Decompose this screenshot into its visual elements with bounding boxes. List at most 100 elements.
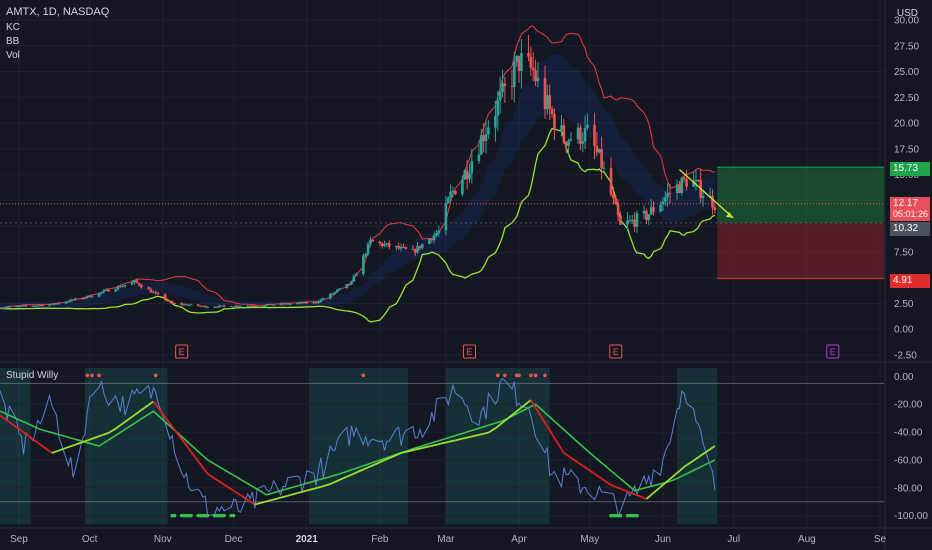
oscillator-slow-line: [0, 403, 716, 496]
oscillator-signal-segment: [400, 451, 404, 454]
candle-body: [1, 307, 4, 309]
indicator-label-kc[interactable]: KC: [6, 22, 20, 33]
oscillator-signal-segment: [247, 499, 251, 503]
candle-body: [85, 295, 89, 298]
oscillator-signal-segment: [152, 400, 157, 406]
candle-body: [694, 179, 698, 182]
oscillator-signal-segment: [204, 470, 209, 475]
candle-body: [69, 299, 73, 302]
oscillator-signal-segment: [237, 493, 242, 497]
price-tick-label: 2.50: [894, 299, 914, 310]
candle-body: [31, 305, 35, 307]
candle-body: [336, 289, 339, 292]
price-tick-label: 22.50: [894, 93, 919, 104]
earnings-marker: [175, 344, 189, 359]
oscillator-signal-segment: [431, 444, 435, 447]
oscillator-signal-segment: [403, 450, 406, 454]
price-tick-label: 25.00: [894, 67, 919, 78]
candle-body: [616, 204, 620, 216]
oscillator-signal-segment: [72, 443, 76, 447]
candle-body: [246, 305, 250, 307]
oscillator-signal-segment: [636, 494, 645, 499]
candle-body: [421, 244, 424, 249]
candle-body: [71, 299, 75, 301]
oscillator-signal-segment: [20, 430, 25, 434]
candle-body: [166, 299, 169, 301]
candle-body: [477, 154, 481, 162]
candle-body: [182, 304, 186, 306]
oscillator-signal-segment: [388, 454, 397, 459]
candle-body: [402, 246, 405, 248]
candle-body: [328, 293, 332, 299]
trend-arrow-head: [726, 211, 734, 218]
oscillator-signal-segment: [516, 408, 520, 413]
oscillator-signal-segment: [455, 437, 463, 442]
oscillator-shaded-zone: [445, 368, 550, 524]
indicator-label-vol[interactable]: Vol: [6, 50, 20, 61]
candle-body: [560, 125, 563, 131]
candle-body: [597, 149, 601, 153]
candle-body: [645, 210, 648, 220]
candle-body: [22, 305, 25, 307]
oscillator-signal-segment: [494, 425, 499, 430]
oscillator-signal-segment: [537, 410, 546, 424]
oscillator-signal-segment: [415, 448, 418, 451]
candle-body: [395, 246, 398, 248]
oscillator-signal-segment: [471, 433, 480, 438]
candle-body: [543, 77, 547, 110]
indicator-label-bb[interactable]: BB: [6, 36, 20, 47]
oscillator-signal-segment: [320, 485, 324, 488]
oscillator-signal-segment: [82, 440, 86, 443]
candle-body: [67, 301, 70, 303]
earnings-marker: [609, 344, 623, 359]
candle-body: [661, 201, 665, 205]
candle-body: [701, 196, 705, 198]
candle-body: [201, 305, 205, 307]
oscillator-signal-segment: [254, 503, 258, 506]
oscillator-signal-segment: [548, 429, 553, 435]
candle-body: [482, 135, 485, 142]
candle-body: [267, 303, 271, 305]
oscillator-signal-segment: [384, 458, 388, 462]
oscillator-signal-segment: [645, 496, 650, 500]
candle-body: [303, 302, 306, 304]
oscillator-signal-segment: [353, 471, 357, 475]
oscillator-signal-segment: [532, 403, 537, 409]
overbought-dot: [533, 373, 538, 378]
candle-body: [206, 307, 209, 309]
candle-body: [371, 239, 375, 242]
oscillator-signal-segment: [23, 431, 27, 435]
oscillator-signal-segment: [568, 455, 572, 459]
oscillator-signal-segment: [478, 433, 482, 436]
current-price-value: 12.17: [893, 198, 919, 209]
time-tick-label: Dec: [225, 534, 243, 545]
oscillator-title[interactable]: Stupid Willy: [6, 370, 59, 381]
oscillator-signal-segment: [563, 452, 567, 456]
oscillator-shaded-zone: [309, 368, 409, 524]
candle-body: [331, 293, 334, 295]
candle-body: [513, 61, 516, 87]
oscillator-signal-segment: [648, 494, 652, 498]
oscillator-signal-segment: [289, 492, 298, 496]
oscillator-signal-segment: [282, 495, 286, 498]
oscillator-signal-segment: [433, 443, 437, 447]
oscillator-signal-segment: [119, 422, 124, 426]
candle-body: [168, 300, 172, 302]
candle-body: [430, 238, 434, 241]
candle-body: [173, 303, 176, 305]
oscillator-signal-segment: [436, 443, 440, 446]
oscillator-signal-segment: [216, 479, 220, 483]
oversold-dot: [222, 513, 226, 518]
oscillator-signal-segment: [603, 479, 612, 486]
candle-body: [595, 146, 599, 153]
oscillator-signal-segment: [412, 448, 416, 452]
candle-body: [107, 289, 110, 292]
oscillator-signal-segment: [462, 437, 465, 440]
oscillator-signal-segment: [631, 492, 635, 496]
time-tick-label: Sep: [10, 534, 28, 545]
candle-body: [319, 299, 323, 302]
candle-body: [41, 305, 44, 307]
overbought-dot: [543, 373, 547, 378]
candle-body: [647, 214, 651, 220]
